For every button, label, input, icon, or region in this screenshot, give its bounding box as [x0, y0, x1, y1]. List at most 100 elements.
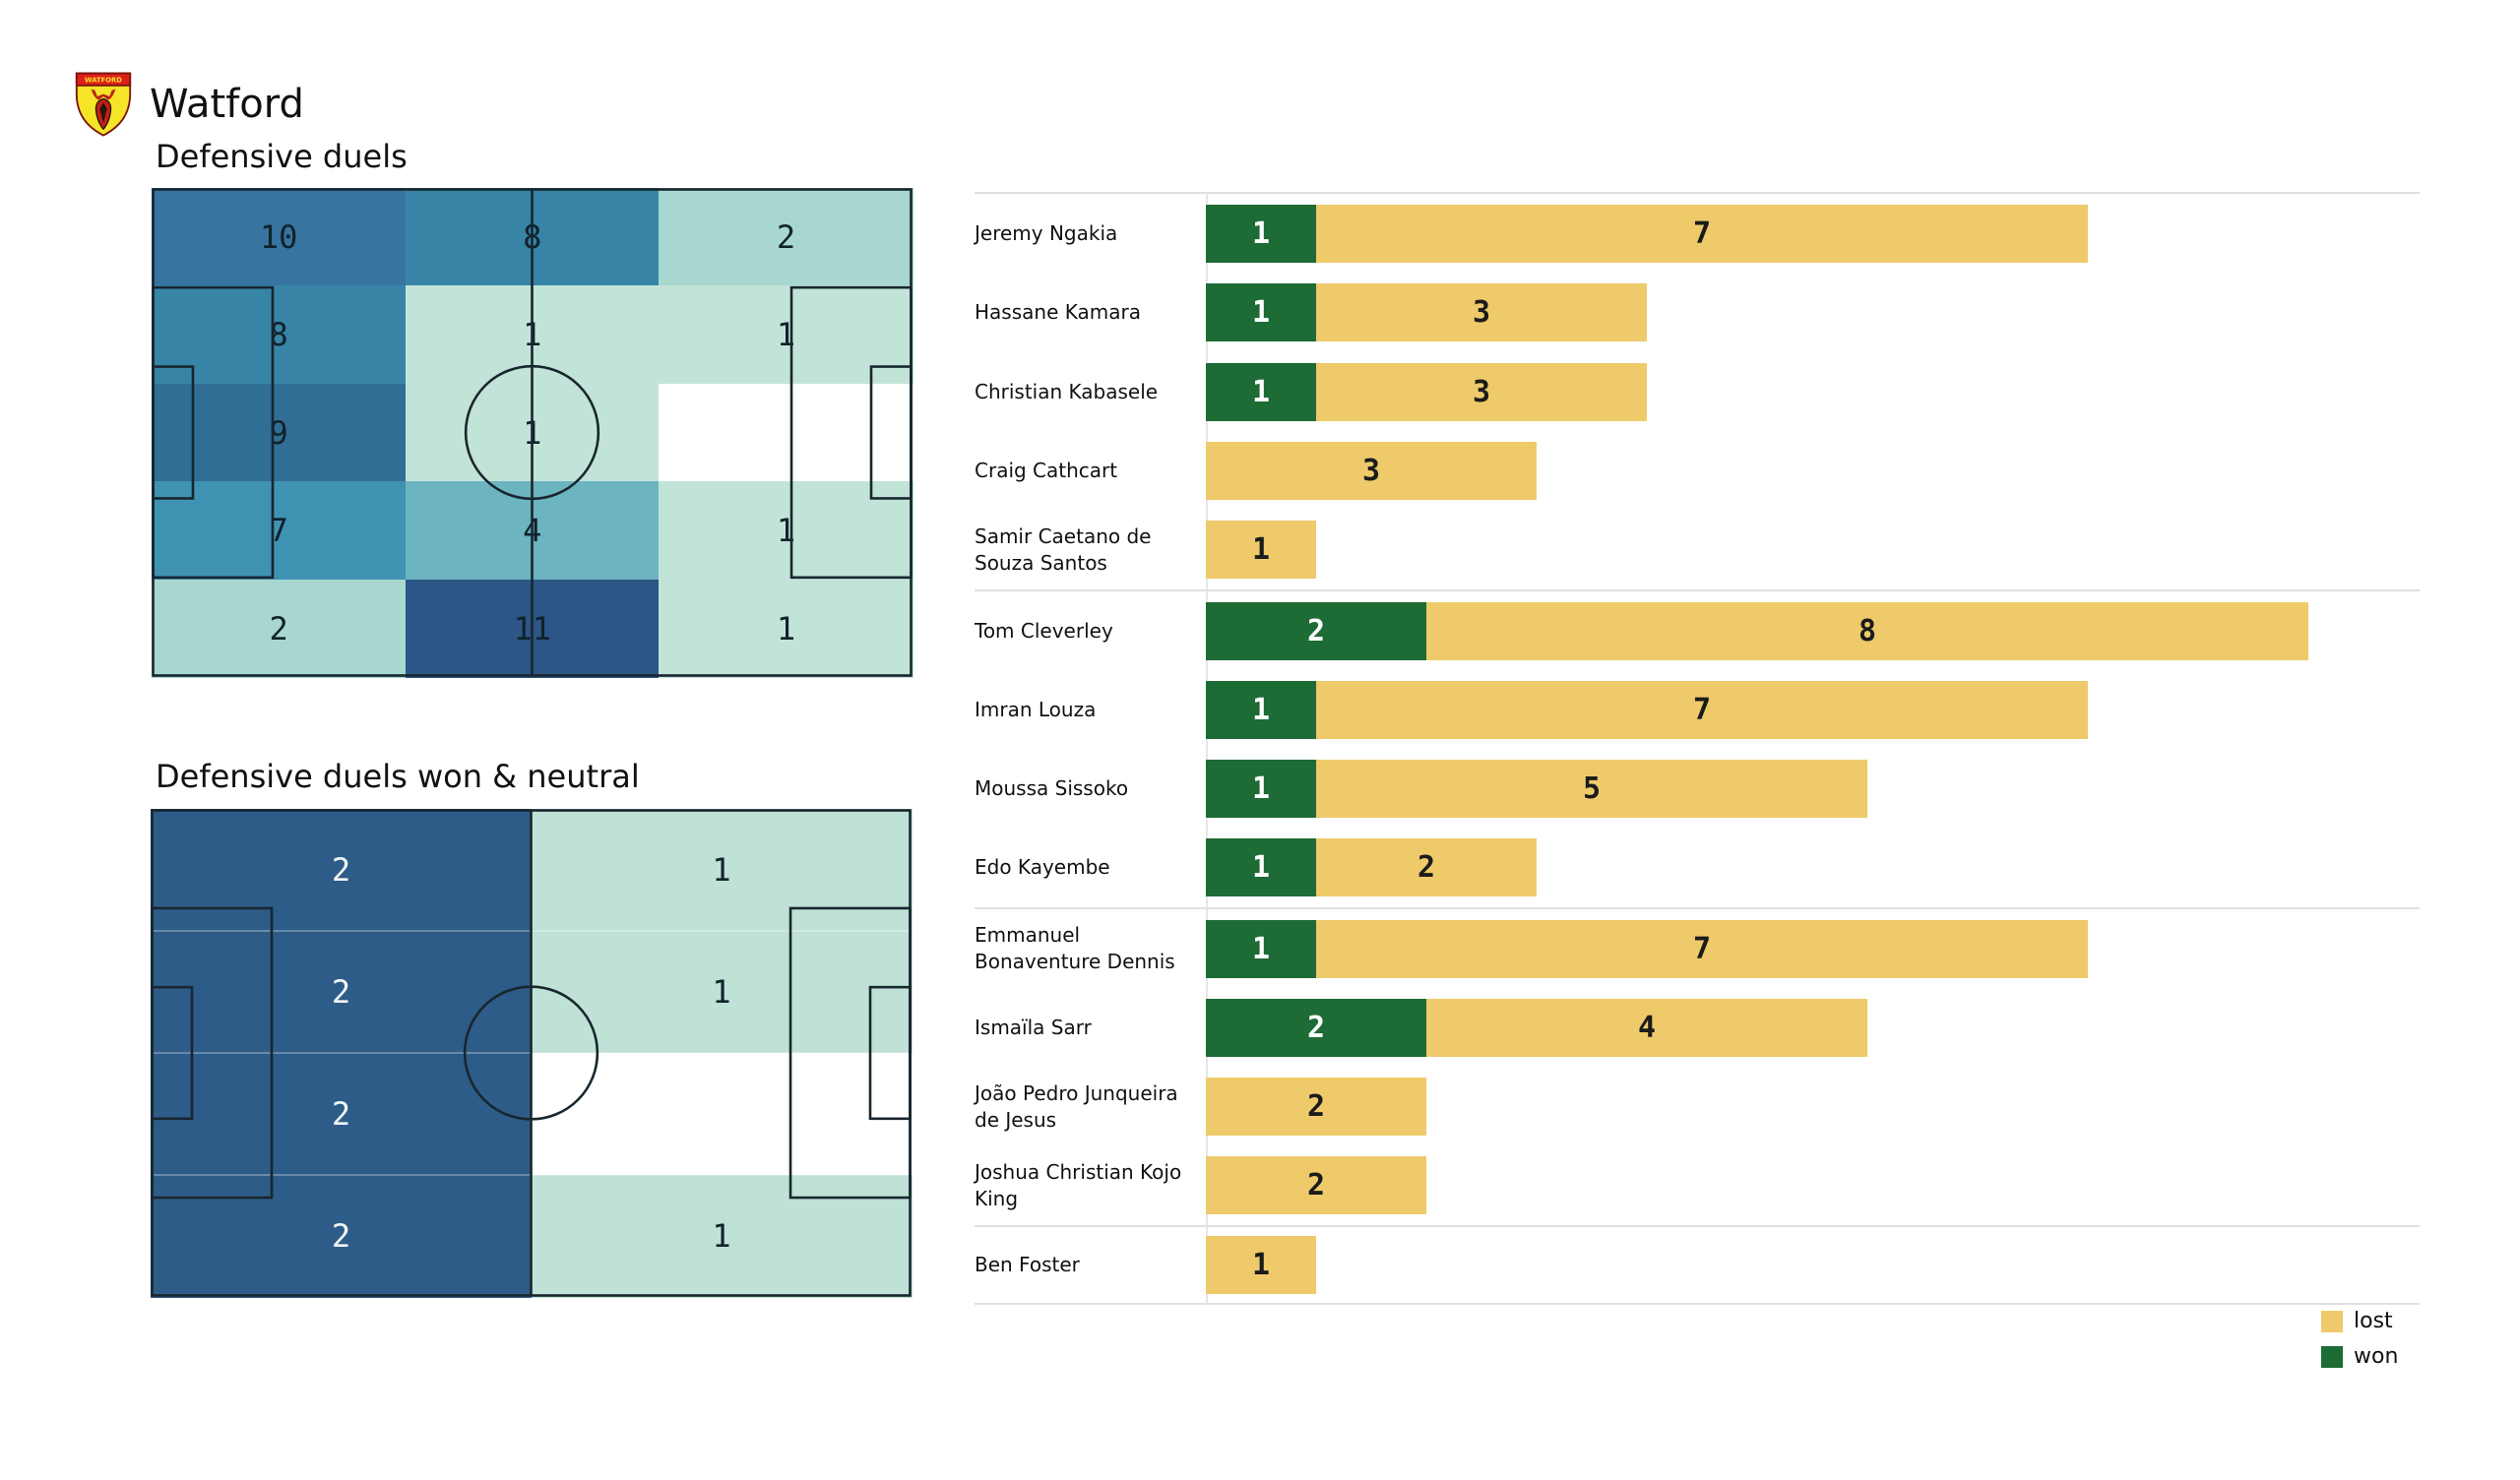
duels-bar: 1 — [1206, 1236, 1316, 1294]
heatmap-cell: 4 — [405, 481, 660, 581]
heatmap-cell: 1 — [659, 481, 914, 581]
player-row: Christian Kabasele 1 3 — [975, 352, 2420, 431]
heatmap-cell: 1 — [531, 931, 913, 1054]
heatmap-cell-value: 2 — [331, 973, 351, 1012]
heatmap-cell-value: 1 — [712, 1217, 731, 1256]
heatmap-cell-value: 1 — [712, 973, 731, 1012]
heatmap-cell: 2 — [151, 931, 533, 1054]
player-row: Craig Cathcart 3 — [975, 431, 2420, 510]
duels-won-neutral-heatmap: 2 1 2 1 2 2 1 — [151, 809, 913, 1298]
lost-segment: 5 — [1316, 760, 1867, 819]
won-segment: 2 — [1206, 998, 1426, 1057]
player-group: Tom Cleverley 2 8 Imran Louza 1 7 Moussa Sisso… — [975, 589, 2420, 907]
heatmap-cell-value: 2 — [331, 1095, 351, 1134]
won-segment: 1 — [1206, 919, 1316, 978]
heatmap-cell: 1 — [531, 809, 913, 932]
lost-segment: 2 — [1316, 838, 1537, 897]
heatmap-cell-value: 1 — [523, 413, 542, 452]
lost-segment: 7 — [1316, 204, 2088, 263]
heatmap-cell-value: 11 — [513, 609, 552, 648]
heatmap-cell-value: 2 — [331, 1217, 351, 1256]
heatmap-cell: 2 — [151, 809, 533, 932]
lost-segment: 7 — [1316, 680, 2088, 739]
player-row: Joshua Christian Kojo King 2 — [975, 1146, 2420, 1225]
player-name: Craig Cathcart — [975, 458, 1118, 482]
heatmap-cell: 7 — [152, 481, 407, 581]
heatmap-cell-value: 8 — [269, 316, 288, 354]
lost-segment: 7 — [1316, 919, 2088, 978]
heatmap-cell-value: 2 — [331, 851, 351, 890]
lost-segment: 8 — [1426, 601, 2308, 660]
won-segment: 1 — [1206, 362, 1316, 421]
player-name: Ismaïla Sarr — [975, 1015, 1092, 1039]
player-row: Hassane Kamara 1 3 — [975, 273, 2420, 351]
player-name: Christian Kabasele — [975, 379, 1159, 403]
heatmap-cell: 1 — [531, 1175, 913, 1298]
player-row: Ben Foster 1 — [975, 1227, 2420, 1303]
player-group: Ben Foster 1 — [975, 1225, 2420, 1305]
heatmap-cell: 2 — [659, 188, 914, 286]
lost-segment: 3 — [1206, 441, 1537, 500]
player-row: João Pedro Junqueira de Jesus 2 — [975, 1068, 2420, 1146]
heatmap-cell: 1 — [659, 579, 914, 678]
team-header: WATFORD Watford — [73, 71, 304, 138]
heatmap-cell-value: 4 — [523, 512, 542, 550]
player-name: João Pedro Junqueira de Jesus — [975, 1080, 1178, 1132]
won-segment: 1 — [1206, 760, 1316, 819]
heatmap2-title: Defensive duels won & neutral — [156, 758, 640, 795]
player-name: Ben Foster — [975, 1253, 1080, 1276]
heatmap-cell: 2 — [151, 1175, 533, 1298]
heatmap-cell — [531, 1053, 913, 1176]
lost-segment: 2 — [1206, 1156, 1426, 1215]
club-crest-icon: WATFORD — [75, 72, 132, 137]
player-row: Imran Louza 1 7 — [975, 670, 2420, 749]
lost-swatch-icon — [2321, 1310, 2343, 1332]
heatmap-cell-value: 2 — [269, 609, 288, 648]
heatmap-cell: 2 — [152, 579, 407, 678]
duels-bar: 2 — [1206, 1078, 1426, 1137]
heatmap-cell-value: 1 — [712, 851, 731, 890]
legend-lost-label: lost — [2354, 1309, 2393, 1333]
won-segment: 1 — [1206, 838, 1316, 897]
heatmap-cell-value: 2 — [776, 218, 796, 256]
player-group: Jeremy Ngakia 1 7 Hassane Kamara 1 3 Christian… — [975, 192, 2420, 589]
team-name: Watford — [150, 82, 304, 127]
won-segment: 1 — [1206, 283, 1316, 342]
heatmap-cell-value: 1 — [523, 316, 542, 354]
heatmap-cell: 8 — [152, 285, 407, 385]
player-row: Jeremy Ngakia 1 7 — [975, 194, 2420, 273]
legend-item-lost: lost — [2321, 1309, 2398, 1333]
duels-bar: 1 — [1206, 521, 1316, 580]
player-row: Moussa Sissoko 1 5 — [975, 750, 2420, 829]
heatmap-cell: 8 — [405, 188, 660, 286]
heatmap-cell: 11 — [405, 579, 660, 678]
lost-segment: 2 — [1206, 1078, 1426, 1137]
heatmap-cell: 1 — [659, 285, 914, 385]
duels-bar: 2 — [1206, 1156, 1426, 1215]
lost-segment: 1 — [1206, 521, 1316, 580]
player-row: Ismaïla Sarr 2 4 — [975, 988, 2420, 1067]
player-row: Emmanuel Bonaventure Dennis 1 7 — [975, 909, 2420, 988]
won-segment: 1 — [1206, 204, 1316, 263]
player-name: Joshua Christian Kojo King — [975, 1159, 1182, 1210]
lost-segment: 3 — [1316, 362, 1647, 421]
heatmap-cell-value: 1 — [776, 512, 796, 550]
heatmap-cell-value: 8 — [523, 218, 542, 256]
heatmap-cell: 9 — [152, 383, 407, 482]
heatmap-cell-value: 10 — [259, 218, 298, 256]
player-name: Hassane Kamara — [975, 300, 1141, 325]
heatmap-cell: 2 — [151, 1053, 533, 1176]
won-segment: 1 — [1206, 680, 1316, 739]
player-name: Tom Cleverley — [975, 618, 1113, 643]
duels-bar: 3 — [1206, 441, 1537, 500]
lost-segment: 1 — [1206, 1236, 1316, 1294]
legend: lost won — [2321, 1309, 2398, 1369]
